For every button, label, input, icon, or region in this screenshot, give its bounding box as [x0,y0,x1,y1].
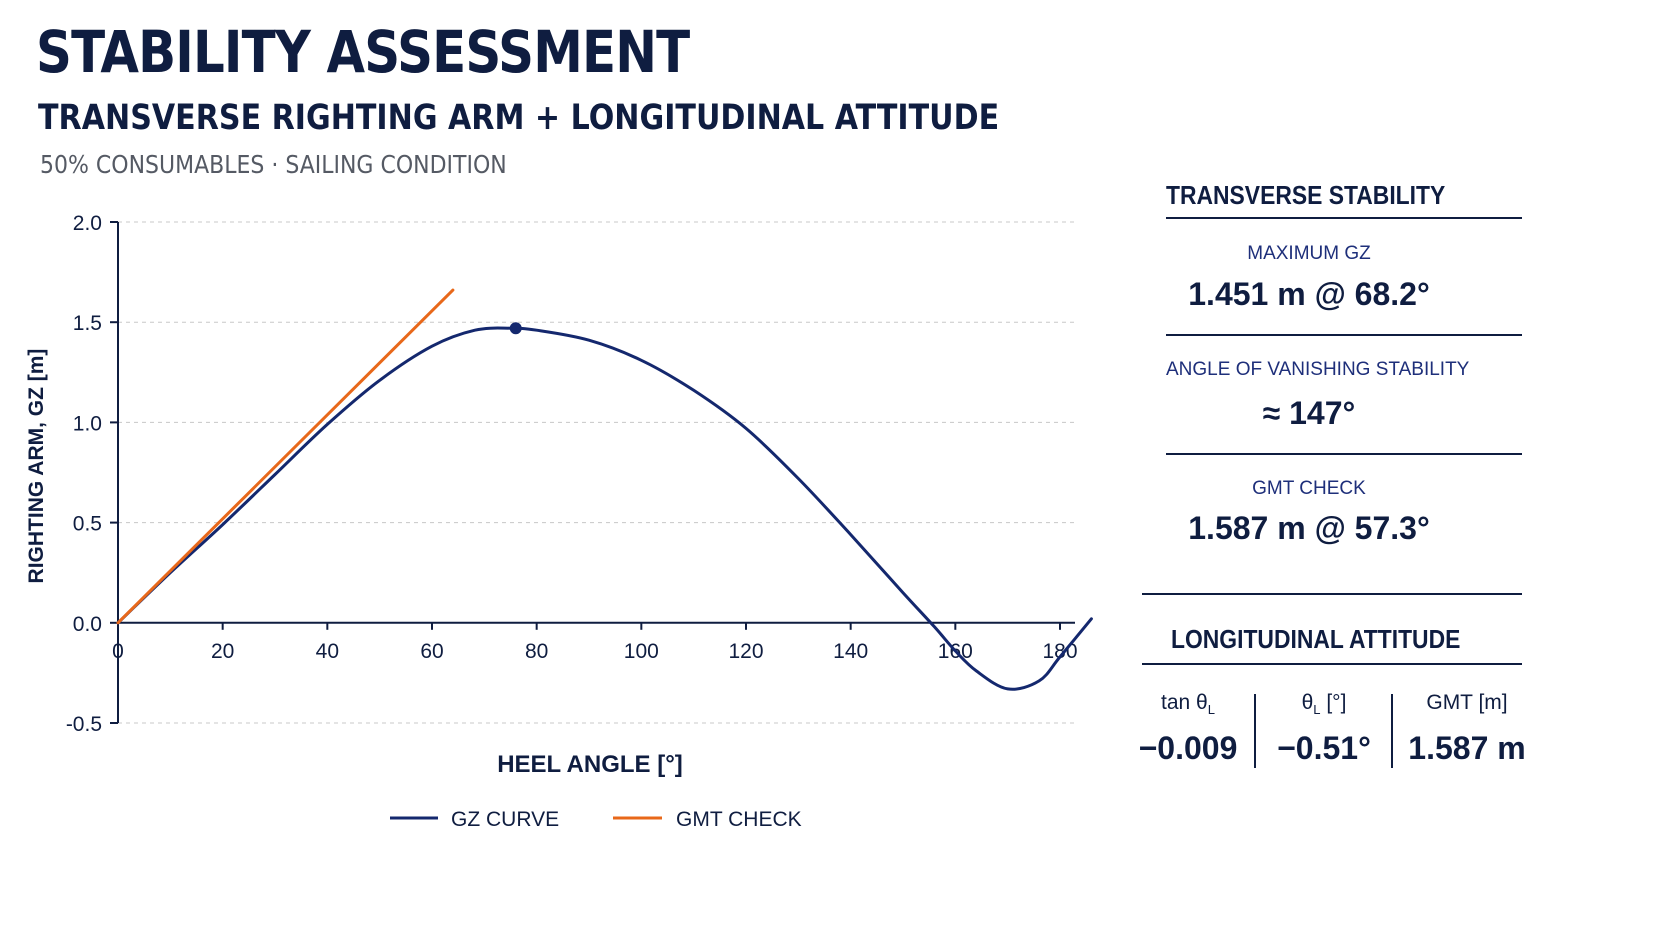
legend-gmt-label: GMT CHECK [676,808,802,831]
column-separator [1254,694,1256,768]
x-tick-label: 20 [211,640,234,663]
y-tick-label: 1.0 [73,412,102,435]
page-title: STABILITY ASSESSMENT [36,18,690,86]
divider [1166,217,1522,219]
max-gz-label: MAXIMUM GZ [1247,243,1371,264]
results-panel: TRANSVERSE STABILITY MAXIMUM GZ 1.451 m … [1139,170,1540,830]
x-tick-label: 120 [728,640,763,663]
x-tick-label: 0 [112,640,124,663]
gmt-check-label: GMT CHECK [1252,478,1366,499]
theta-value: −0.51° [1277,730,1371,766]
column-separator [1391,694,1393,768]
avs-value: ≈ 147° [1262,395,1356,431]
avs-label: ANGLE OF VANISHING STABILITY [1166,359,1470,380]
x-axis-label: HEEL ANGLE [°] [497,751,683,778]
chart-legend: GZ CURVE GMT CHECK [390,808,802,831]
y-tick-label: 2.0 [73,212,102,235]
divider [1166,453,1522,455]
max-gz-marker [509,322,522,335]
gmt-check-line [116,288,455,625]
axis-ticks: -0.50.00.51.01.52.00 20 40 60 80 100 120 140 160… [66,212,1078,736]
divider [1142,593,1522,595]
y-tick-label: 0.5 [73,513,102,536]
longitudinal-attitude-title: LONGITUDINAL ATTITUDE [1171,624,1461,654]
transverse-stability-title: TRANSVERSE STABILITY [1166,180,1446,210]
divider [1142,663,1522,665]
x-tick-label: 40 [316,640,339,663]
gz-chart: -0.50.00.51.01.52.00 20 40 60 80 100 120 140 160… [25,212,1093,831]
x-tick-label: 140 [833,640,868,663]
series-layer [116,288,1093,691]
tan-theta-header: tan θL [1161,691,1215,718]
tan-theta-value: −0.009 [1138,730,1238,766]
gmt-check-value: 1.587 m @ 57.3° [1188,510,1430,546]
gz-curve-line [116,326,1093,691]
loading-condition: 50% CONSUMABLES · SAILING CONDITION [40,150,507,179]
grid-lines [118,221,1075,724]
x-tick-label: 80 [525,640,548,663]
page-subtitle: TRANSVERSE RIGHTING ARM + LONGITUDINAL A… [38,98,1000,138]
gmt-header: GMT [m] [1426,691,1508,714]
y-tick-label: 0.0 [73,613,102,636]
legend-gz-label: GZ CURVE [451,808,559,831]
divider [1166,334,1522,336]
x-tick-label: 60 [420,640,443,663]
y-tick-label: 1.5 [73,312,102,335]
y-axis-label: RIGHTING ARM, GZ [m] [25,349,48,584]
y-tick-label: -0.5 [66,713,102,736]
gmt-value: 1.587 m [1408,730,1526,766]
x-tick-label: 100 [624,640,659,663]
max-gz-value: 1.451 m @ 68.2° [1188,276,1430,312]
theta-header: θL [°] [1301,691,1347,718]
